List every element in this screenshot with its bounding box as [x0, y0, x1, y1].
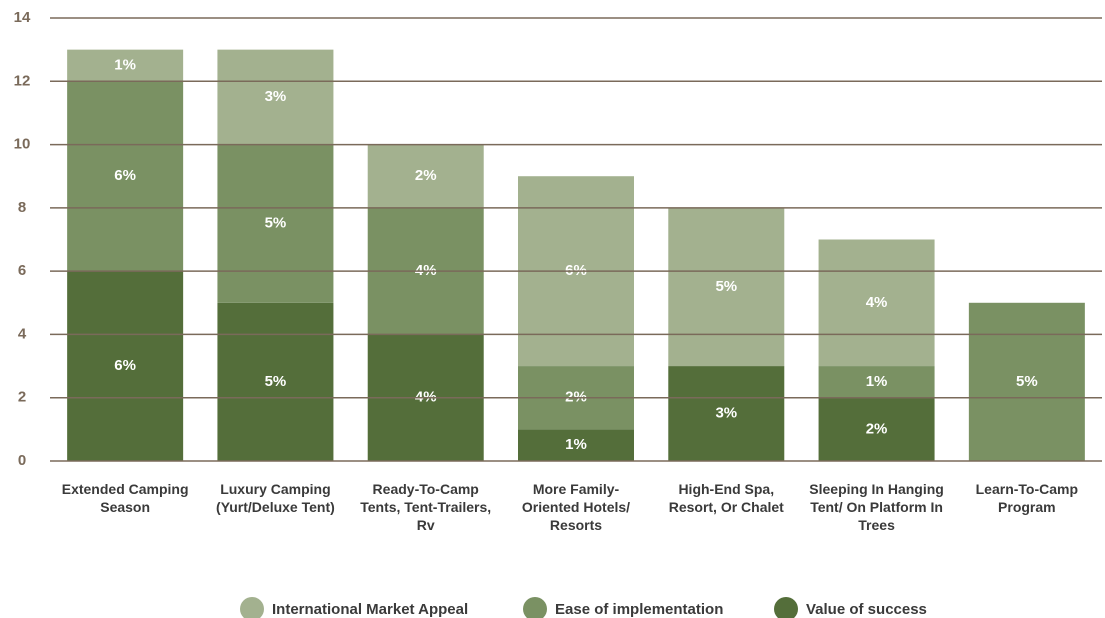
legend-label: Ease of implementation: [555, 601, 723, 618]
bar-segment: [217, 302, 334, 461]
bar-segment: [217, 49, 334, 145]
legend-label: Value of success: [806, 601, 927, 618]
bar-segment: [217, 144, 334, 303]
x-tick-label: Ready-To-Camp Tents, Tent-Trailers, Rv: [360, 481, 492, 533]
legend-swatch: [774, 597, 798, 618]
data-label: 2%: [866, 420, 888, 437]
data-label: 2%: [415, 167, 437, 184]
data-label: 4%: [866, 294, 888, 311]
x-tick-label: Learn-To-Camp Program: [975, 481, 1079, 515]
data-label: 5%: [265, 373, 287, 390]
y-tick-label: 2: [18, 389, 26, 406]
bar-segment: [518, 429, 634, 461]
x-tick-label: Sleeping In Hanging Tent/ On Platform In…: [809, 481, 944, 533]
y-tick-label: 10: [14, 136, 31, 153]
data-label: 5%: [1016, 373, 1038, 390]
y-tick-label: 14: [14, 9, 31, 26]
data-label: 6%: [114, 167, 136, 184]
data-label: 3%: [715, 405, 737, 422]
x-tick-label: Extended Camping Season: [61, 481, 189, 515]
data-label: 1%: [114, 56, 136, 73]
y-tick-label: 6: [18, 262, 26, 279]
y-tick-label: 4: [18, 325, 27, 342]
bar-segment: [67, 81, 184, 272]
data-label: 5%: [715, 278, 737, 295]
bar-segment: [818, 239, 935, 367]
y-tick-label: 0: [18, 452, 26, 469]
bar-segment: [818, 366, 935, 398]
y-tick-label: 8: [18, 199, 26, 216]
data-label: 6%: [114, 357, 136, 374]
x-tick-label: Luxury Camping (Yurt/Deluxe Tent): [216, 481, 335, 515]
bar-segment: [67, 271, 184, 461]
legend-label: International Market Appeal: [272, 601, 468, 618]
data-label: 1%: [866, 373, 888, 390]
x-tick-label: High-End Spa, Resort, Or Chalet: [668, 481, 784, 515]
legend-swatch: [523, 597, 547, 618]
bar-segment: [367, 144, 484, 208]
bar-segment: [668, 366, 785, 461]
y-tick-label: 12: [14, 72, 31, 89]
bar-segment: [668, 207, 785, 367]
bar-segment: [67, 49, 184, 82]
x-tick-label: More Family-Oriented Hotels/ Resorts: [521, 481, 631, 533]
bar-segment: [968, 302, 1085, 461]
bar-segment: [818, 397, 935, 461]
data-label: 3%: [265, 88, 287, 105]
data-label: 5%: [265, 215, 287, 232]
data-label: 1%: [565, 436, 587, 453]
legend-swatch: [240, 597, 264, 618]
